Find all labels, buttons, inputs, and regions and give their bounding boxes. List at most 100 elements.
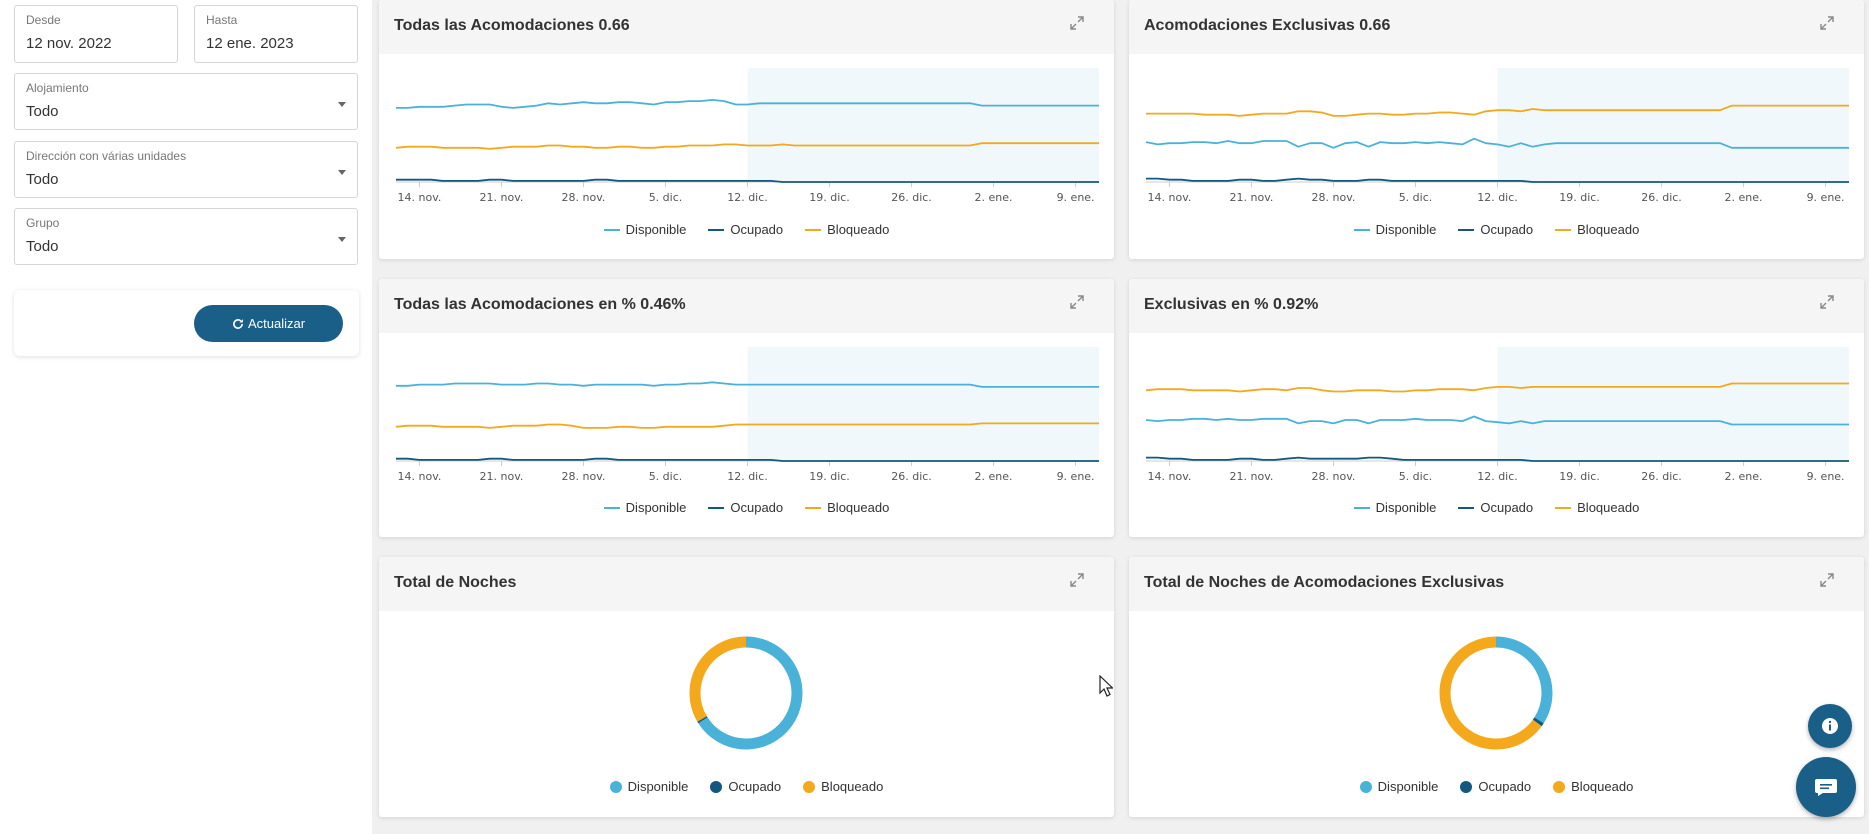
legend-item-blocked[interactable]: Bloqueado [1555,500,1639,515]
refresh-card: Actualizar [14,290,359,356]
chat-button[interactable] [1796,757,1856,817]
donut-chart [689,636,803,750]
expand-icon[interactable] [1820,295,1834,309]
series-line-blocked [1146,104,1849,117]
chevron-down-icon [338,237,346,242]
date-from-value[interactable]: 12 nov. 2022 [26,35,112,52]
dashboard-area: Todas las Acomodaciones 0.66 14. nov. 21.… [372,0,1869,834]
series-line-available [1145,137,1849,149]
x-tick-label: 14. nov. [1148,191,1192,204]
series-line-blocked [395,142,1099,150]
card-title: Total de Noches de Acomodaciones Exclusi… [1144,574,1505,591]
legend-label: Ocupado [730,222,784,237]
legend-label: Ocupado [1480,500,1534,515]
lodging-select[interactable]: Alojamiento Todo [14,73,358,130]
forecast-band [1497,347,1849,461]
chart-card-nights: Total de Noches Disponible Ocupado Bloqu… [379,557,1114,817]
expand-icon[interactable] [1820,16,1834,30]
expand-icon[interactable] [1070,573,1084,587]
legend-item-occupied[interactable]: Ocupado [710,779,781,794]
forecast-band [1497,68,1849,182]
x-tick-label: 26. dic. [891,191,932,204]
card-header: Todas las Acomodaciones en % 0.46% [379,279,1114,333]
series-line-occupied [396,178,1099,183]
x-tick-label: 28. nov. [562,191,606,204]
x-tick-label: 2. ene. [975,470,1013,483]
x-tick-label: 14. nov. [398,191,442,204]
legend-label: Ocupado [1480,222,1534,237]
date-to-field[interactable]: Hasta 12 ene. 2023 [194,5,358,63]
chart-card-all: Todas las Acomodaciones 0.66 14. nov. 21.… [379,0,1114,259]
legend-label: Ocupado [730,500,784,515]
info-icon [1822,718,1838,734]
legend-item-available[interactable]: Disponible [603,222,687,237]
legend-item-occupied[interactable]: Ocupado [1460,779,1531,794]
x-tick-label: 28. nov. [1312,470,1356,483]
card-header: Acomodaciones Exclusivas 0.66 [1129,0,1864,54]
expand-icon[interactable] [1820,573,1834,587]
legend-label: Disponible [1377,779,1439,794]
legend-item-occupied[interactable]: Ocupado [1458,500,1533,515]
refresh-icon [233,318,243,329]
info-button[interactable] [1808,704,1852,748]
legend-label: Bloqueado [1577,500,1640,515]
date-to-value[interactable]: 12 ene. 2023 [206,35,294,52]
legend-item-blocked[interactable]: Bloqueado [1553,779,1633,794]
legend-label: Disponible [625,222,687,237]
expand-icon[interactable] [1070,295,1084,309]
expand-icon[interactable] [1070,16,1084,30]
donut-slice-available [698,636,803,750]
date-from-field[interactable]: Desde 12 nov. 2022 [14,5,178,63]
x-tick-label: 19. dic. [1559,470,1600,483]
chart-card-exclusive-percent: Exclusivas en % 0.92% 14. nov. 21. nov. 28… [1129,279,1864,537]
x-tick-label: 5. dic. [1399,470,1433,483]
legend-item-available[interactable]: Disponible [1353,500,1436,515]
date-from-label: Desde [26,13,61,27]
series-line-occupied [396,457,1099,462]
legend-item-available[interactable]: Disponible [1359,779,1439,794]
x-tick-label: 14. nov. [1148,470,1192,483]
legend-item-blocked[interactable]: Bloqueado [803,779,883,794]
x-tick-label: 9. ene. [1057,191,1095,204]
donut-slice-occupied [697,716,708,724]
legend-label: Disponible [1375,222,1437,237]
multi-unit-label: Dirección con várias unidades [26,149,187,163]
donut-slice-occupied [1532,717,1544,727]
x-tick-label: 28. nov. [562,470,606,483]
x-tick-label: 9. ene. [1057,470,1095,483]
x-tick-label: 21. nov. [1230,470,1274,483]
multi-unit-select[interactable]: Dirección con várias unidades Todo [14,141,358,198]
x-tick-label: 2. ene. [1725,470,1763,483]
chevron-down-icon [338,170,346,175]
legend-item-blocked[interactable]: Bloqueado [1555,222,1639,237]
x-tick-label: 19. dic. [1559,191,1600,204]
legend-item-blocked[interactable]: Bloqueado [805,500,889,515]
card-title: Exclusivas en % 0.92% [1144,296,1319,313]
legend-label: Ocupado [1478,779,1532,794]
series-line-available [396,381,1099,388]
legend-label: Bloqueado [827,500,890,515]
legend-item-occupied[interactable]: Ocupado [708,222,783,237]
legend-item-available[interactable]: Disponible [603,500,686,515]
legend-label: Bloqueado [1577,222,1640,237]
card-header: Total de Noches de Acomodaciones Exclusi… [1129,557,1864,611]
group-select[interactable]: Grupo Todo [14,208,358,265]
legend-item-available[interactable]: Disponible [1353,222,1437,237]
legend-item-blocked[interactable]: Bloqueado [805,222,889,237]
chart-card-nights-exclusive: Total de Noches de Acomodaciones Exclusi… [1129,557,1864,817]
legend-item-available[interactable]: Disponible [609,779,688,794]
x-tick-label: 5. dic. [649,470,683,483]
legend-item-occupied[interactable]: Ocupado [708,500,783,515]
group-label: Grupo [26,216,60,230]
card-title: Todas las Acomodaciones en % 0.46% [394,296,686,313]
chart-legend: Disponible Ocupado Bloqueado [1129,500,1864,515]
x-tick-label: 26. dic. [1641,191,1682,204]
x-tick-label: 21. nov. [480,191,524,204]
refresh-button[interactable]: Actualizar [194,305,343,342]
card-title: Acomodaciones Exclusivas 0.66 [1144,17,1391,34]
donut-slice-available [1495,636,1553,724]
forecast-band [747,347,1099,461]
legend-item-occupied[interactable]: Ocupado [1458,222,1533,237]
x-tick-label: 19. dic. [809,191,850,204]
x-tick-label: 26. dic. [1641,470,1682,483]
